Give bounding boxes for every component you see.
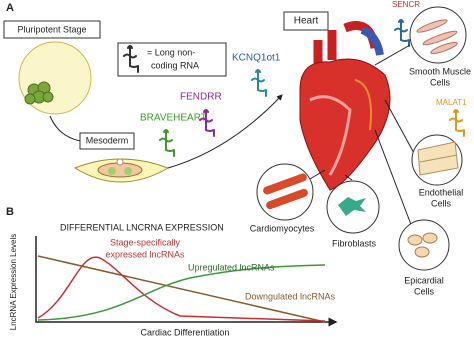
cell-circle <box>326 180 380 234</box>
lncrna-label: BRAVEHEART <box>140 113 207 124</box>
heart-label: Heart <box>294 16 319 27</box>
legend-text: = Long non- <box>147 47 195 57</box>
cell-label: Cells <box>430 77 451 87</box>
curve-label: Upregulated lncRNAs <box>188 262 275 272</box>
curve <box>37 255 326 323</box>
panel-label: B <box>6 206 14 218</box>
lncrna-label: MALAT1 <box>436 98 467 107</box>
mesoderm-box <box>79 132 135 150</box>
lncrna-label: FENDRR <box>180 92 222 103</box>
heart-box <box>283 11 329 31</box>
pluripotent-box <box>3 20 101 39</box>
legend-box <box>117 42 227 77</box>
cell-label: Cardiomyocytes <box>250 223 315 233</box>
cell-cluster <box>24 81 54 105</box>
cell-circle <box>398 219 450 271</box>
mesoderm-label: Mesoderm <box>86 135 129 145</box>
cell-label: Epicardial <box>404 275 444 285</box>
curve-label: expressed lncRNAs <box>105 249 185 259</box>
curve-label: Downgulated lncRNAs <box>245 291 336 301</box>
cell-label: Endothelial <box>419 187 464 197</box>
panel-label: A <box>6 2 14 14</box>
embryo <box>73 158 170 183</box>
y-axis-label: LncRNA Expression Levels <box>9 234 18 331</box>
pluripotent-label: Pluripotent Stage <box>17 24 86 34</box>
cell-label: Fibroblasts <box>332 238 377 248</box>
curve-label: Stage-specifically <box>110 237 181 247</box>
cell-label: Cells <box>431 198 452 208</box>
cell-label: Cells <box>414 286 435 296</box>
cell-circle <box>409 6 467 64</box>
cell-circle <box>256 163 314 221</box>
cell-label: Smooth Muscle <box>409 66 471 76</box>
chart-title: DIFFERENTIAL LNCRNA EXPRESSION <box>60 222 224 232</box>
heart <box>299 21 391 191</box>
legend-text: coding RNA <box>151 60 199 70</box>
arrow <box>167 94 283 169</box>
x-axis-label: Cardiac Differentiation <box>141 327 230 337</box>
lncrna-label: SENCR <box>392 0 420 9</box>
curve <box>37 264 326 321</box>
axes <box>35 236 338 327</box>
curve <box>37 256 326 322</box>
cell-circle <box>411 134 463 186</box>
lncrna-label: KCNQ1ot1 <box>232 53 281 64</box>
